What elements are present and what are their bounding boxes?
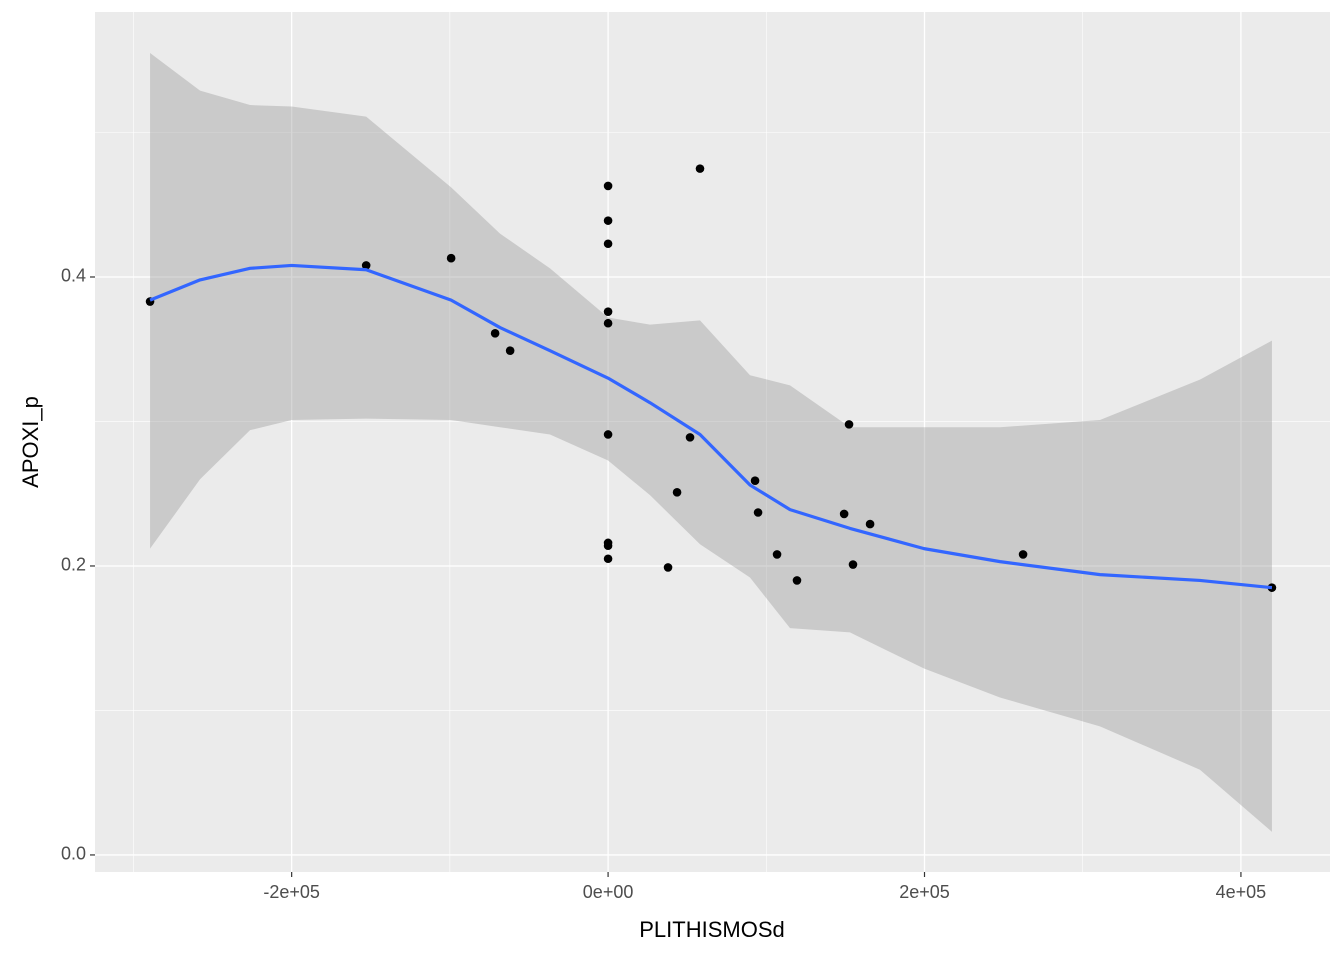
panel-background — [95, 12, 1330, 872]
smooth-line — [149, 263, 1273, 590]
point — [663, 563, 673, 572]
x-tick-label: 4e+05 — [1216, 882, 1267, 902]
y-tick-label: 0.4 — [61, 266, 86, 286]
point — [844, 420, 854, 429]
point — [446, 253, 456, 263]
point — [839, 509, 849, 519]
point — [750, 476, 760, 486]
point — [603, 541, 613, 551]
point — [685, 433, 695, 442]
point — [672, 487, 682, 497]
x-tick-label: 0e+00 — [583, 882, 634, 902]
point — [505, 346, 515, 355]
x-tick-label: -2e+05 — [263, 882, 320, 902]
point — [792, 576, 802, 585]
point — [1018, 550, 1028, 559]
point — [865, 519, 875, 529]
point — [490, 329, 500, 338]
x-axis-title: PLITHISMOSd — [639, 917, 784, 942]
point — [848, 560, 858, 569]
x-tick-label: 2e+05 — [899, 882, 950, 902]
point — [603, 318, 613, 328]
y-tick-label: 0.2 — [61, 555, 86, 575]
point — [772, 550, 782, 559]
confidence-ribbon — [150, 53, 1272, 832]
point — [603, 181, 613, 191]
point — [603, 216, 613, 225]
point — [603, 430, 613, 439]
point — [603, 307, 613, 316]
point — [695, 164, 705, 173]
y-axis-title: APOXI_p — [18, 396, 43, 488]
point — [361, 261, 371, 270]
y-tick-label: 0.0 — [61, 844, 86, 864]
point — [753, 508, 763, 517]
point — [603, 239, 613, 249]
point — [603, 554, 613, 564]
